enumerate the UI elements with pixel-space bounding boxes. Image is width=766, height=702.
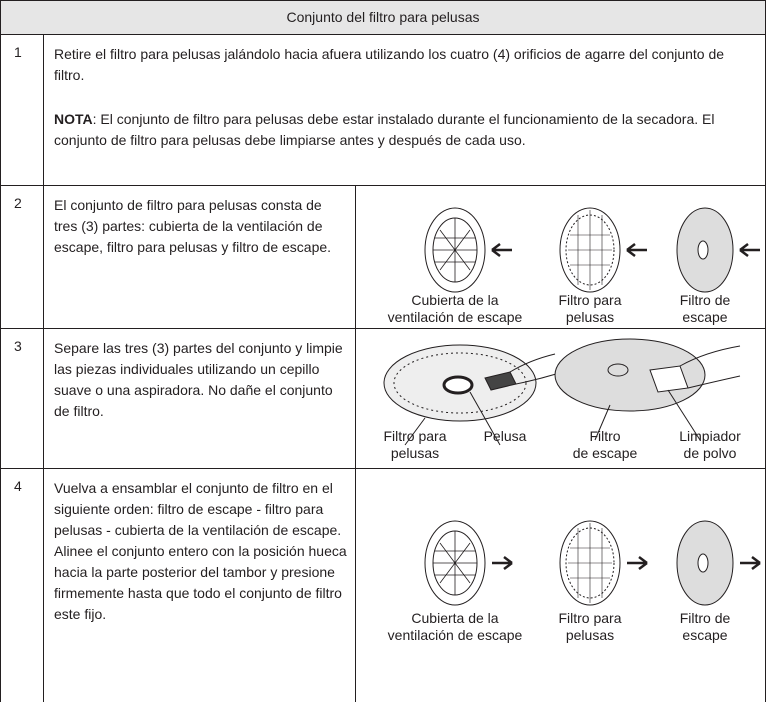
caption-line: Filtro xyxy=(589,428,621,444)
table-title: Conjunto del filtro para pelusas xyxy=(286,9,480,25)
step-text: Retire el filtro para pelusas jalándolo … xyxy=(54,46,725,83)
caption: Filtro para pelusas xyxy=(540,292,640,326)
caption-line: de polvo xyxy=(683,445,737,461)
caption-line: pelusas xyxy=(565,627,615,643)
cleaning-illustration xyxy=(383,338,741,446)
caption-line: Filtro para xyxy=(383,428,447,444)
caption-line: Limpiador xyxy=(679,428,741,444)
caption-line: Filtro de xyxy=(679,610,731,626)
caption-line: Filtro para xyxy=(558,610,622,626)
caption-line: Pelusa xyxy=(483,428,527,444)
step-text: Vuelva a ensamblar el conjunto de filtro… xyxy=(54,480,347,622)
step-number: 2 xyxy=(14,195,22,211)
caption: Filtro para pelusas xyxy=(365,428,465,462)
caption-line: Filtro para xyxy=(558,292,622,308)
step-text: Separe las tres (3) partes del conjunto … xyxy=(54,340,343,419)
caption-line: Cubierta de la xyxy=(411,292,499,308)
caption-line: ventilación de escape xyxy=(387,309,523,325)
caption: Filtro de escape xyxy=(560,428,650,462)
caption: Pelusa xyxy=(470,428,540,445)
caption-line: Cubierta de la xyxy=(411,610,499,626)
caption-line: de escape xyxy=(572,445,638,461)
caption: Filtro de escape xyxy=(660,292,750,326)
step-text: El conjunto de filtro para pelusas const… xyxy=(54,197,332,255)
note-label: NOTA xyxy=(54,111,93,127)
filter-parts-illustration xyxy=(424,207,760,293)
caption: Cubierta de la ventilación de escape xyxy=(375,610,535,644)
caption-line: Filtro de xyxy=(679,292,731,308)
caption: Filtro de escape xyxy=(660,610,750,644)
caption-line: ventilación de escape xyxy=(387,627,523,643)
caption: Filtro para pelusas xyxy=(540,610,640,644)
caption-line: escape xyxy=(682,309,728,325)
reassembly-illustration xyxy=(424,520,761,606)
step-number: 4 xyxy=(14,478,22,494)
step-number: 3 xyxy=(14,338,22,354)
step-number: 1 xyxy=(14,44,22,60)
caption-line: pelusas xyxy=(565,309,615,325)
caption: Limpiador de polvo xyxy=(665,428,755,462)
caption: Cubierta de la ventilación de escape xyxy=(375,292,535,326)
caption-line: escape xyxy=(682,627,728,643)
note-text: : El conjunto de filtro para pelusas deb… xyxy=(54,111,715,148)
caption-line: pelusas xyxy=(390,445,440,461)
step-note: NOTA: El conjunto de filtro para pelusas… xyxy=(54,109,754,151)
